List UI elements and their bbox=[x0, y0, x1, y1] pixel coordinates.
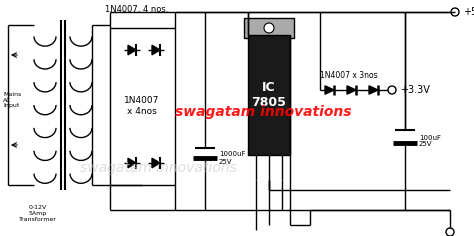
Circle shape bbox=[264, 23, 274, 33]
Text: Mains
AC
Input: Mains AC Input bbox=[3, 92, 21, 108]
Bar bbox=[244, 18, 294, 38]
Polygon shape bbox=[347, 86, 356, 94]
Polygon shape bbox=[325, 86, 334, 94]
Text: +5V: +5V bbox=[463, 7, 474, 17]
Text: IC
7805: IC 7805 bbox=[252, 81, 286, 109]
Polygon shape bbox=[152, 158, 160, 168]
Text: +3.3V: +3.3V bbox=[400, 85, 430, 95]
Polygon shape bbox=[369, 86, 378, 94]
Polygon shape bbox=[152, 45, 160, 55]
Circle shape bbox=[451, 8, 459, 16]
Bar bbox=[248, 35, 290, 155]
Text: 0-12V
5Amp
Transformer: 0-12V 5Amp Transformer bbox=[19, 205, 57, 222]
Polygon shape bbox=[128, 158, 136, 168]
Polygon shape bbox=[128, 45, 136, 55]
Text: 1N4007 x 3nos: 1N4007 x 3nos bbox=[320, 71, 378, 80]
Text: 1N4007, 4 nos.: 1N4007, 4 nos. bbox=[105, 5, 169, 14]
Text: swagatam innovations: swagatam innovations bbox=[175, 105, 352, 119]
Text: 1N4007
x 4nos: 1N4007 x 4nos bbox=[124, 96, 160, 116]
Text: swagatam innovations: swagatam innovations bbox=[80, 161, 237, 175]
Circle shape bbox=[388, 86, 396, 94]
Circle shape bbox=[446, 228, 454, 236]
Text: 100uF
25V: 100uF 25V bbox=[419, 135, 441, 148]
Text: 1000uF
25V: 1000uF 25V bbox=[219, 152, 246, 164]
Bar bbox=[110, 28, 175, 185]
